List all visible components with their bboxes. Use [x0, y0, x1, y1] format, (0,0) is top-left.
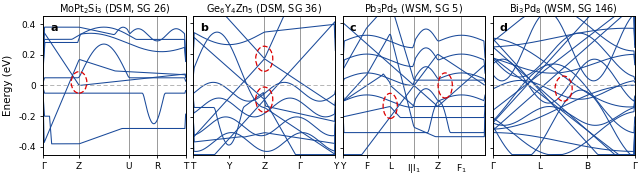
Title: MoPt$_2$Si$_3$ (DSM, SG 26): MoPt$_2$Si$_3$ (DSM, SG 26) [59, 3, 170, 16]
Text: d: d [500, 23, 508, 33]
Y-axis label: Energy (eV): Energy (eV) [3, 55, 13, 116]
Title: Pb$_3$Pd$_5$ (WSM, SG 5): Pb$_3$Pd$_5$ (WSM, SG 5) [364, 3, 463, 16]
Text: a: a [51, 23, 58, 33]
Title: Ge$_6$Y$_4$Zn$_5$ (DSM, SG 36): Ge$_6$Y$_4$Zn$_5$ (DSM, SG 36) [206, 3, 323, 16]
Text: c: c [350, 23, 356, 33]
Text: b: b [200, 23, 208, 33]
Title: Bi$_3$Pd$_8$ (WSM, SG 146): Bi$_3$Pd$_8$ (WSM, SG 146) [509, 3, 618, 16]
